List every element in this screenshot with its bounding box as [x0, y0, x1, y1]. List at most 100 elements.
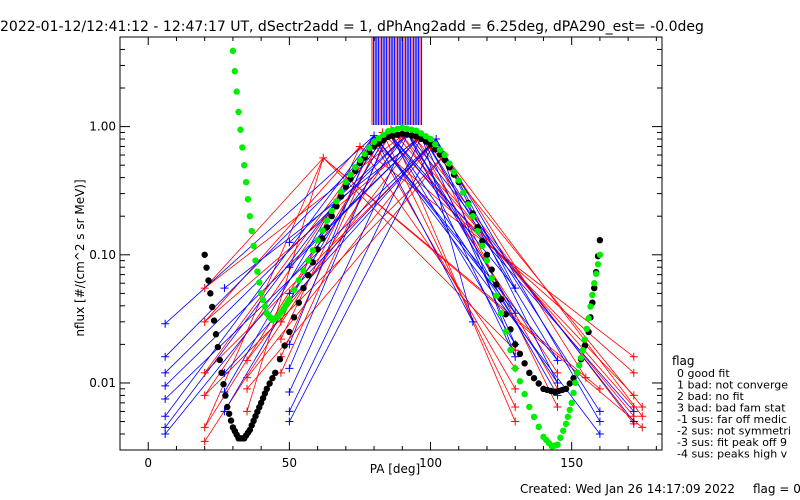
plus-marker [595, 407, 604, 416]
fit-dot [328, 212, 335, 220]
fit-dot [512, 341, 519, 348]
series-line [289, 138, 558, 422]
fit-dot [207, 290, 214, 297]
series-line [204, 145, 643, 408]
plus-marker [638, 423, 647, 432]
fit-dot [361, 150, 368, 158]
fit-dot [319, 227, 326, 234]
fit-dot [589, 291, 596, 299]
fit-dot [337, 193, 345, 200]
plus-marker [276, 335, 285, 344]
plus-marker [161, 394, 170, 403]
y-tick-label: 0.10 [89, 248, 116, 262]
fit-dot [244, 195, 252, 203]
fit-dot [579, 347, 587, 354]
fit-dot [281, 342, 288, 349]
plus-marker [629, 417, 638, 426]
fit-dot [356, 156, 364, 164]
fit-dot [375, 135, 382, 142]
fit-dot [242, 178, 250, 186]
plus-marker [511, 402, 520, 411]
fit-dot [479, 242, 486, 250]
plus-marker [511, 309, 520, 318]
fit-dot [483, 257, 491, 264]
fit-dot [252, 257, 259, 264]
series-line [204, 128, 516, 428]
fit-dot [366, 144, 373, 152]
fit-dot [575, 362, 583, 369]
fit-dot [474, 227, 481, 235]
x-tick-label: 150 [560, 456, 583, 470]
fit-dot [594, 261, 602, 268]
plus-marker [200, 391, 209, 400]
fit-dot [229, 47, 237, 55]
fit-dot [450, 168, 458, 176]
fit-dot [493, 281, 500, 288]
fit-dot [455, 177, 462, 184]
plus-marker [200, 437, 209, 446]
fit-dot [222, 392, 229, 399]
x-tick-label: 50 [282, 456, 297, 470]
plus-marker [285, 407, 294, 416]
legend-entry: 2 bad: no fit [677, 390, 745, 403]
fit-dot [591, 280, 598, 287]
fit-dot [497, 296, 505, 303]
plus-marker [511, 352, 520, 361]
fit-dot [309, 247, 317, 254]
fit-dot [286, 296, 293, 303]
x-tick-label: 0 [144, 456, 152, 470]
fit-dot [554, 441, 561, 448]
plus-marker [595, 417, 604, 426]
fit-dot [483, 251, 491, 258]
fit-dot [272, 369, 279, 377]
chart-title: 2022-01-12/12:41:12 - 12:47:17 UT, dSect… [0, 19, 704, 35]
plus-marker [243, 356, 252, 365]
y-tick-label: 1.00 [89, 120, 116, 134]
fit-dot [427, 140, 434, 148]
fit-dot [526, 369, 533, 377]
legend-entry: -2 sus: not symmetri [677, 425, 791, 438]
y-axis-label: nflux [#/(cm^2 s sr MeV)] [73, 179, 87, 336]
fit-dot [304, 272, 312, 279]
fit-dot [436, 146, 444, 153]
fit-dot [441, 156, 448, 164]
fit-dot [557, 434, 564, 441]
plus-marker [200, 284, 209, 293]
plus-marker [161, 368, 170, 377]
fit-dot [295, 277, 302, 284]
fit-dot [574, 369, 581, 377]
fit-dot [218, 369, 225, 377]
fit-dot [422, 133, 430, 140]
fit-dot [290, 286, 298, 293]
fit-dot [259, 296, 267, 304]
plus-marker [285, 417, 294, 426]
fit-dot [577, 354, 585, 361]
plus-marker [243, 373, 252, 382]
fit-dot [216, 356, 223, 364]
plus-marker [200, 368, 209, 377]
fit-dot [269, 374, 276, 382]
fit-dot [212, 331, 220, 338]
fit-dot [235, 108, 242, 116]
plus-marker [595, 429, 604, 438]
plus-marker [285, 388, 294, 397]
fit-dot [446, 160, 453, 167]
fit-dot [227, 417, 235, 424]
fit-dot [562, 385, 570, 393]
plus-marker [220, 284, 229, 293]
series-line [224, 131, 635, 412]
fit-dot [203, 264, 210, 271]
fit-dot [562, 420, 570, 428]
fit-dot [254, 268, 261, 275]
fit-dot [436, 151, 444, 158]
fit-dot [333, 198, 340, 205]
fit-dot [464, 201, 472, 208]
fit-dot [237, 126, 244, 133]
fit-dot [559, 427, 567, 434]
fit-dot [276, 356, 284, 363]
plus-marker [553, 356, 562, 365]
x-axis-ticks: 0 50 100 150 [144, 37, 657, 470]
fit-dot [233, 88, 240, 95]
plus-marker [243, 384, 252, 393]
